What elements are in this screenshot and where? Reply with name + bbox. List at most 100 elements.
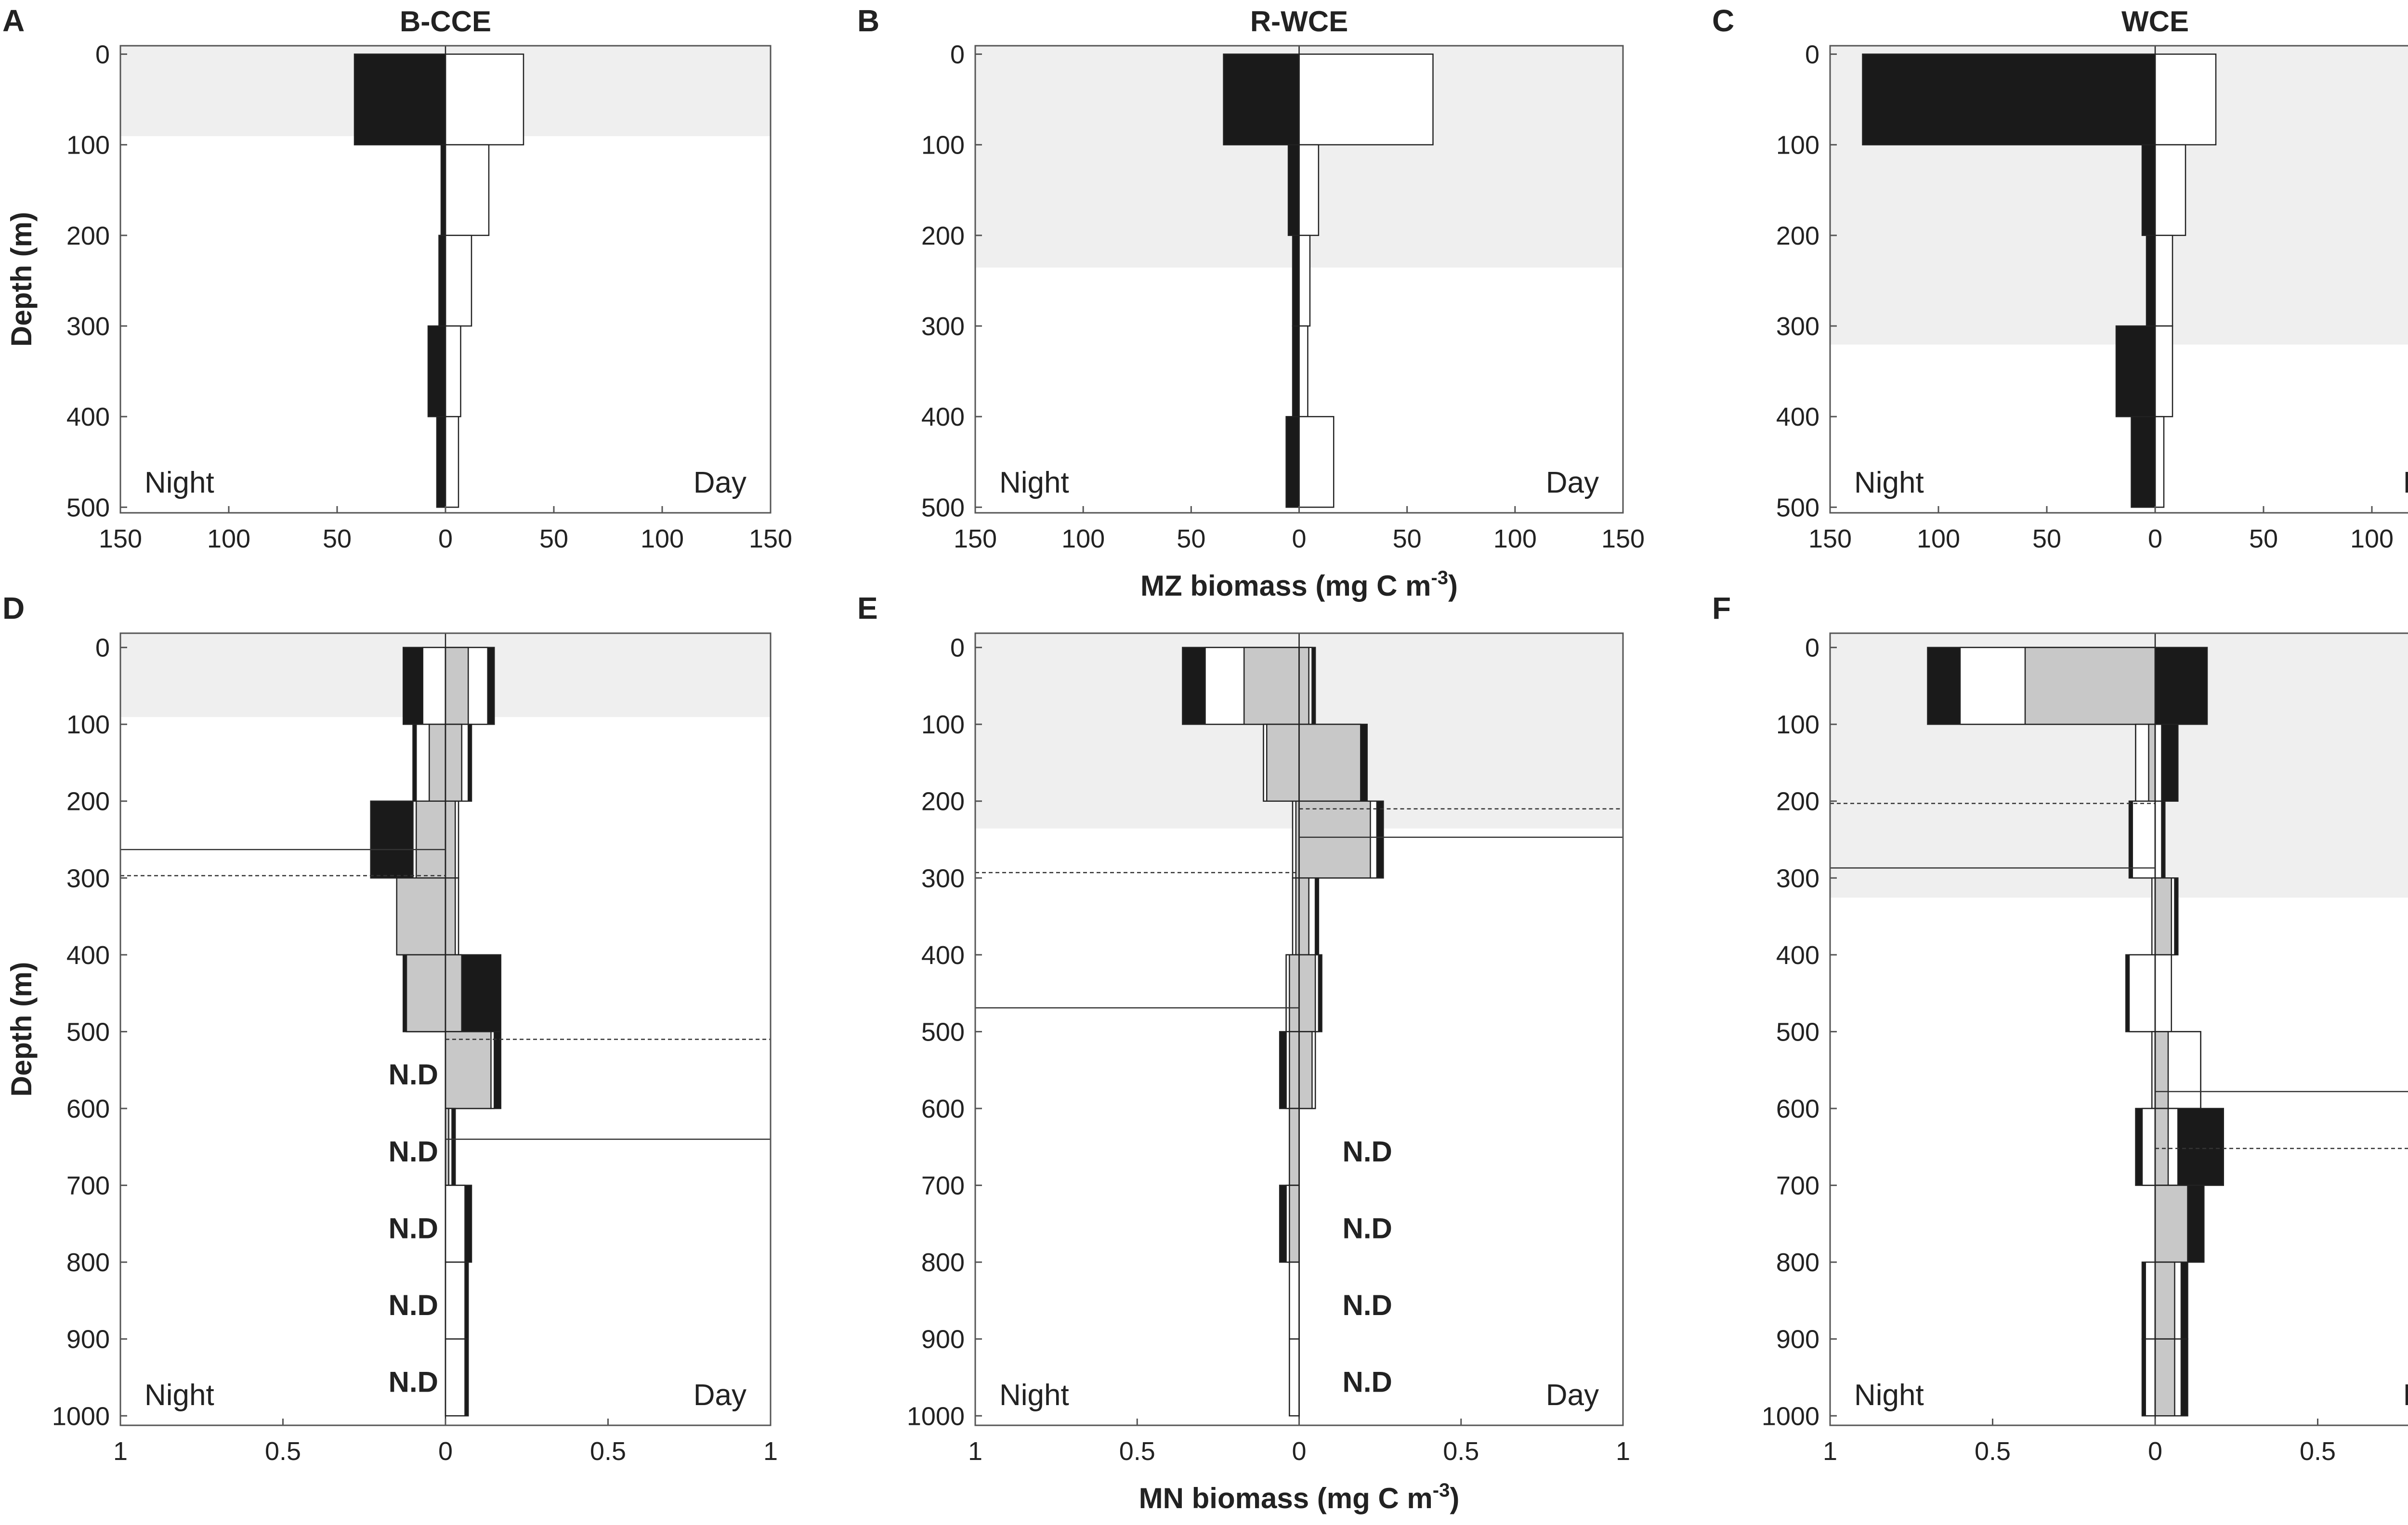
y-tick-label: 800 <box>66 1248 110 1277</box>
panel-letter: B <box>857 3 879 38</box>
y-tick-label: 600 <box>1776 1095 1819 1123</box>
nd-label-5: N.D <box>389 1366 438 1398</box>
bar-left-1 <box>1223 53 1300 145</box>
panel-f: 10.500.510100200300400500600700800900100… <box>1712 591 2408 1466</box>
bar-left-2 <box>1266 723 1300 802</box>
x-tick-label: 0 <box>438 1437 453 1466</box>
bar-right-3 <box>445 235 472 327</box>
bar-right-10 <box>2154 1338 2175 1417</box>
bar-left-1 <box>353 53 446 145</box>
bar-right-5 <box>1298 416 1335 508</box>
panel-c: 150100500501001500100200300400500CWCENig… <box>1712 3 2408 553</box>
y-tick-label: 1000 <box>907 1402 965 1431</box>
y-tick-label: 200 <box>921 222 965 250</box>
nd-label-3: N.D <box>1343 1289 1392 1321</box>
bar-right-2 <box>445 144 490 236</box>
day-label: Day <box>2403 466 2408 499</box>
day-label: Day <box>2403 1379 2408 1412</box>
y-tick-label: 1000 <box>52 1402 110 1431</box>
bar-left-2 <box>2148 723 2156 802</box>
y-tick-label: 100 <box>921 710 965 739</box>
bar-right-2 <box>2154 144 2186 236</box>
bar-right-1 <box>1298 647 1309 725</box>
nd-label-1: N.D <box>389 1058 438 1091</box>
bar-right-2 <box>445 723 462 802</box>
day-label: Day <box>694 466 746 499</box>
x-tick-label: 1 <box>113 1437 128 1466</box>
bar-left-7 <box>1289 1108 1300 1186</box>
y-tick-label: 500 <box>66 1017 110 1046</box>
bar-right-4 <box>2154 325 2173 417</box>
x-tick-label: 0.5 <box>1975 1437 2011 1466</box>
night-label: Night <box>999 1379 1069 1412</box>
x-tick-label: 0.5 <box>1443 1437 1479 1466</box>
x-tick-label: 0.5 <box>2300 1437 2336 1466</box>
y-tick-label: 500 <box>1776 493 1819 522</box>
x-tick-label: 150 <box>1808 524 1852 553</box>
y-axis-label: Depth (m) <box>5 212 38 347</box>
y-tick-label: 200 <box>1776 222 1819 250</box>
bar-right-2 <box>1298 144 1320 236</box>
bar-right-1 <box>2154 647 2208 725</box>
bar-left-1 <box>1862 53 2156 145</box>
bar-left-4 <box>396 877 446 956</box>
bar-right-10 <box>445 1338 466 1417</box>
bar-right-5 <box>2154 954 2172 1032</box>
x-tick-label: 0.5 <box>265 1437 301 1466</box>
y-tick-label: 200 <box>66 787 110 816</box>
bar-left-3 <box>416 800 446 879</box>
bar-left-5 <box>406 954 446 1032</box>
y-tick-label: 400 <box>921 941 965 970</box>
x-tick-label: 1 <box>1616 1437 1630 1466</box>
y-tick-label: 200 <box>66 222 110 250</box>
bar-right-5 <box>1298 954 1316 1032</box>
x-axis-label: MZ biomass (mg C m-3) <box>1140 567 1458 602</box>
day-label: Day <box>694 1379 746 1412</box>
night-label: Night <box>144 1379 214 1412</box>
nd-label-1: N.D <box>1343 1135 1392 1168</box>
panel-title: WCE <box>2121 5 2189 38</box>
x-tick-label: 50 <box>1177 524 1205 553</box>
y-tick-label: 300 <box>921 864 965 893</box>
bar-right-2 <box>2154 723 2162 802</box>
bar-right-5 <box>445 954 462 1032</box>
y-tick-label: 1000 <box>1762 1402 1819 1431</box>
y-tick-label: 600 <box>921 1095 965 1123</box>
bar-left-2 <box>1287 144 1300 236</box>
y-tick-label: 100 <box>921 131 965 160</box>
x-tick-label: 1 <box>1823 1437 1837 1466</box>
bar-left-1 <box>1243 647 1300 725</box>
night-label: Night <box>144 466 214 499</box>
y-tick-label: 700 <box>921 1172 965 1200</box>
panel-letter: F <box>1712 591 1731 626</box>
x-tick-label: 150 <box>99 524 142 553</box>
bar-left-4 <box>427 325 446 417</box>
y-tick-label: 0 <box>1805 634 1819 663</box>
night-label: Night <box>1854 1379 1924 1412</box>
x-tick-label: 50 <box>1393 524 1422 553</box>
x-tick-label: 0 <box>1292 524 1306 553</box>
bar-right-8 <box>445 1185 466 1263</box>
panel-letter: C <box>1712 3 1734 38</box>
y-tick-label: 300 <box>921 312 965 341</box>
y-tick-label: 100 <box>66 710 110 739</box>
panel-e: 1 0.5 0 0.5 1 0 100 200 300 400 500 600 700 800 900 100… <box>857 591 1630 1514</box>
panel-letter: E <box>857 591 878 626</box>
bar-left-3 <box>2132 800 2156 879</box>
y-tick-label: 700 <box>1776 1172 1819 1200</box>
x-tick-label: 0 <box>2148 524 2162 553</box>
x-tick-label: 0.5 <box>1119 1437 1155 1466</box>
day-label: Day <box>1546 1379 1599 1412</box>
x-tick-label: 1 <box>763 1437 778 1466</box>
bar-right-1 <box>1298 53 1434 145</box>
bar-left-6 <box>1289 1031 1300 1109</box>
y-tick-label: 300 <box>66 864 110 893</box>
x-tick-label: 150 <box>749 524 792 553</box>
x-tick-label: 100 <box>1493 524 1537 553</box>
bar-left-2 <box>2141 144 2156 236</box>
y-tick-label: 100 <box>66 131 110 160</box>
x-tick-label: 150 <box>1601 524 1645 553</box>
y-tick-label: 300 <box>1776 312 1819 341</box>
y-tick-label: 400 <box>921 403 965 431</box>
